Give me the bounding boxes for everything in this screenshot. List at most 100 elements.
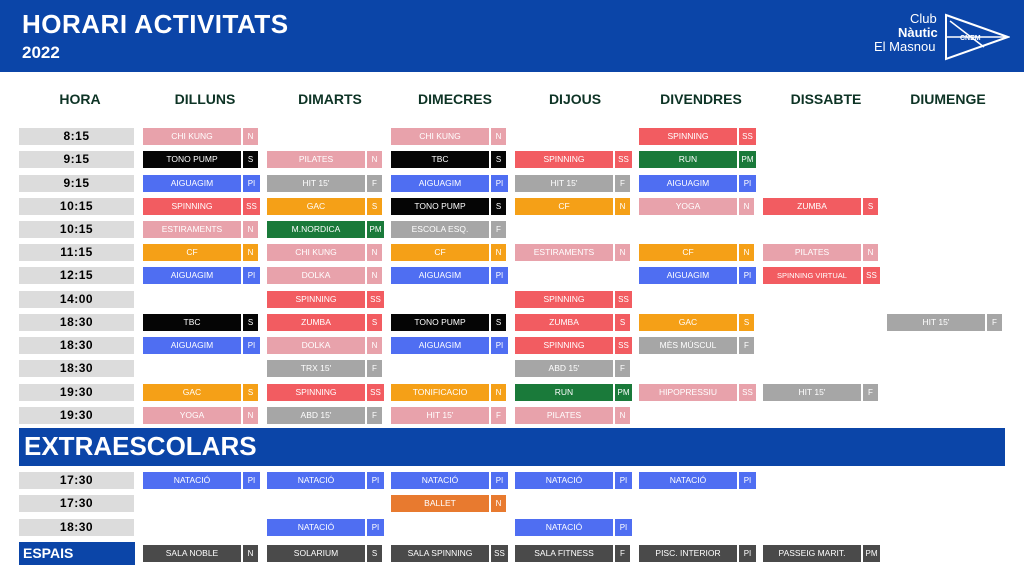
column-header-divendres: DIVENDRES (660, 91, 742, 107)
activity-name: SPINNING (515, 337, 613, 354)
activity-name: TONO PUMP (391, 198, 489, 215)
space-tag: F (987, 314, 1002, 331)
space-name: SALA FITNESS (515, 545, 613, 562)
activity-name: NATACIÓ (267, 519, 365, 536)
space-tag: F (367, 175, 382, 192)
activity-name: CF (391, 244, 489, 261)
space-tag: PI (491, 175, 508, 192)
space-tag: S (367, 198, 382, 215)
space-tag: N (491, 495, 506, 512)
space-tag: PM (367, 221, 384, 238)
header-banner: HORARI ACTIVITATS 2022 Club Nàutic El Ma… (0, 0, 1024, 72)
activity-name: SPINNING (267, 384, 365, 401)
activity-name: SPINNING (515, 291, 613, 308)
activity-name: PILATES (515, 407, 613, 424)
activity-name: CHI KUNG (391, 128, 489, 145)
column-header-dijous: DIJOUS (548, 91, 602, 107)
pennant-flag-icon: CNEM (945, 13, 1010, 61)
space-name: SALA SPINNING (391, 545, 489, 562)
space-tag: S (243, 314, 258, 331)
activity-name: HIT 15' (763, 384, 861, 401)
space-tag: N (243, 244, 258, 261)
activity-name: TBC (391, 151, 489, 168)
activity-name: RUN (515, 384, 613, 401)
hour-cell: 14:00 (19, 291, 134, 308)
activity-name: SPINNING (515, 151, 613, 168)
activity-name: RUN (639, 151, 737, 168)
space-tag: PI (739, 267, 756, 284)
activity-name: TBC (143, 314, 241, 331)
hour-cell: 9:15 (19, 151, 134, 168)
hour-cell: 12:15 (19, 267, 134, 284)
space-tag: SS (615, 151, 632, 168)
activity-name: AIGUAGIM (391, 337, 489, 354)
space-tag: SS (243, 198, 260, 215)
space-name: SALA NOBLE (143, 545, 241, 562)
espais-title: ESPAIS (23, 545, 74, 561)
hour-cell: 18:30 (19, 519, 134, 536)
logo-line-nautic: Nàutic (898, 25, 938, 40)
activity-name: AIGUAGIM (143, 267, 241, 284)
space-tag: N (739, 198, 754, 215)
activity-name: TONO PUMP (391, 314, 489, 331)
space-tag: N (491, 244, 506, 261)
activity-name: TONIFICACIO (391, 384, 489, 401)
space-tag: PI (739, 472, 756, 489)
space-name: SOLARIUM (267, 545, 365, 562)
espais-label-box: ESPAIS (19, 542, 135, 565)
hour-cell: 9:15 (19, 175, 134, 192)
space-tag: SS (615, 291, 632, 308)
hour-cell: 18:30 (19, 337, 134, 354)
space-tag: N (367, 244, 382, 261)
activity-name: GAC (639, 314, 737, 331)
activity-name: AIGUAGIM (143, 337, 241, 354)
activity-name: AIGUAGIM (391, 267, 489, 284)
space-tag: N (243, 407, 258, 424)
space-tag: PM (615, 384, 632, 401)
space-code: PI (739, 545, 756, 562)
page-year: 2022 (22, 43, 60, 62)
activity-name: NATACIÓ (143, 472, 241, 489)
space-tag: S (615, 314, 630, 331)
activity-name: YOGA (143, 407, 241, 424)
activity-name: ABD 15' (515, 360, 613, 377)
hour-cell: 11:15 (19, 244, 134, 261)
space-tag: PI (491, 337, 508, 354)
space-tag: PI (615, 519, 632, 536)
activity-name: AIGUAGIM (391, 175, 489, 192)
activity-name: AIGUAGIM (639, 267, 737, 284)
activity-name: BALLET (391, 495, 489, 512)
column-header-dilluns: DILLUNS (174, 91, 236, 107)
space-tag: PI (491, 267, 508, 284)
activity-name: ABD 15' (267, 407, 365, 424)
hour-cell: 10:15 (19, 221, 134, 238)
activity-name: AIGUAGIM (639, 175, 737, 192)
activity-name: HIT 15' (391, 407, 489, 424)
space-name: PASSEIG MARIT. (763, 545, 861, 562)
space-tag: PI (367, 519, 384, 536)
hour-cell: 17:30 (19, 472, 134, 489)
column-header-hora: HORA (59, 91, 101, 107)
space-tag: F (367, 360, 382, 377)
space-tag: S (367, 314, 382, 331)
activity-name: HIT 15' (887, 314, 985, 331)
space-tag: PI (367, 472, 384, 489)
activity-name: ESTIRAMENTS (143, 221, 241, 238)
activity-name: SPINNING (143, 198, 241, 215)
hour-cell: 18:30 (19, 314, 134, 331)
activity-name: ZUMBA (763, 198, 861, 215)
space-tag: SS (615, 337, 632, 354)
extraescolars-banner: EXTRAESCOLARS (19, 428, 1005, 466)
club-logo: Club Nàutic El Masnou CNEM (872, 8, 1012, 66)
hour-cell: 10:15 (19, 198, 134, 215)
hour-cell: 19:30 (19, 384, 134, 401)
activity-name: HIPOPRESSIU (639, 384, 737, 401)
space-tag: N (243, 128, 258, 145)
activity-name: ZUMBA (515, 314, 613, 331)
space-tag: PI (243, 267, 260, 284)
space-tag: SS (739, 384, 756, 401)
activity-name: DOLKA (267, 267, 365, 284)
space-tag: F (491, 407, 506, 424)
space-tag: N (367, 337, 382, 354)
space-tag: PI (615, 472, 632, 489)
